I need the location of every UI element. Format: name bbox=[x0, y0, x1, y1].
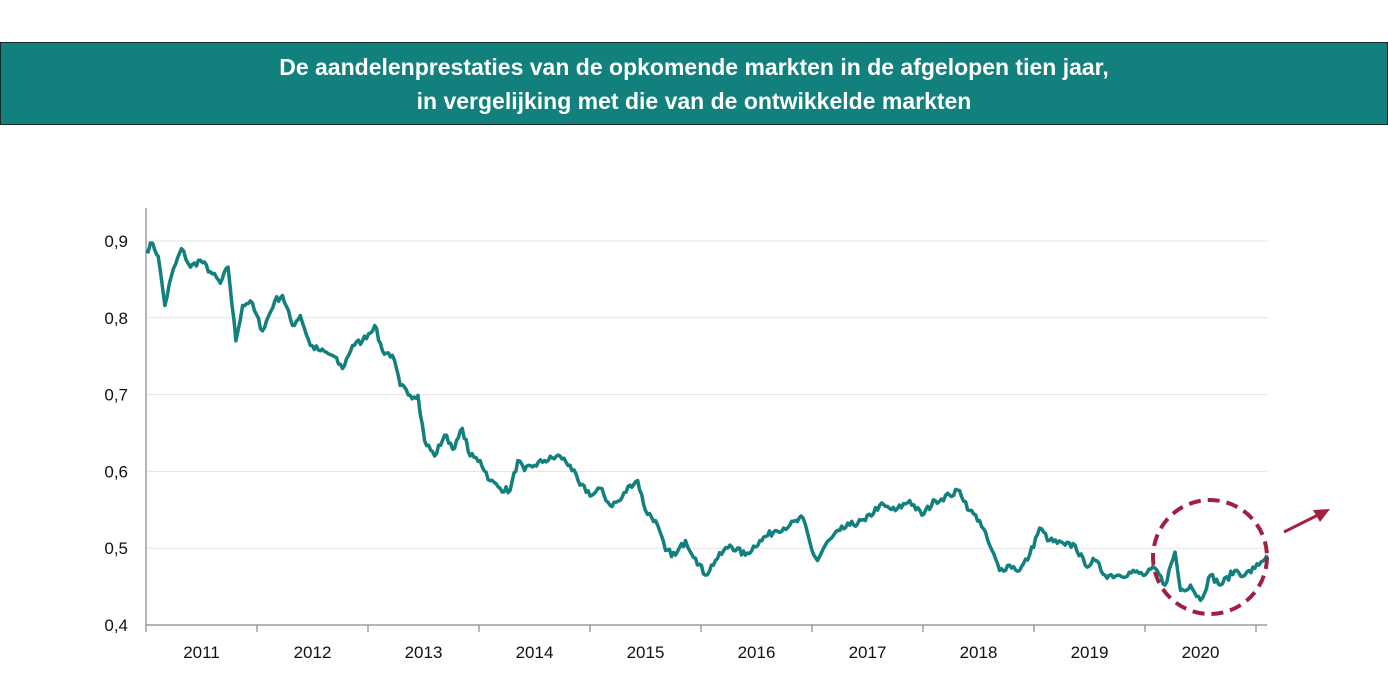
y-tick-label: 0,8 bbox=[104, 309, 128, 328]
x-tick-label: 2011 bbox=[183, 643, 220, 662]
trend-arrow-shaft bbox=[1283, 513, 1319, 534]
x-tick-label: 2020 bbox=[1182, 643, 1220, 662]
y-tick-label: 0,5 bbox=[104, 539, 128, 558]
trend-arrow-head-icon bbox=[1313, 509, 1330, 522]
y-tick-label: 0,9 bbox=[104, 232, 128, 251]
y-tick-label: 0,6 bbox=[104, 462, 128, 481]
x-tick-label: 2018 bbox=[960, 643, 998, 662]
chart-title-line-1: De aandelenprestaties van de opkomende m… bbox=[279, 53, 1109, 80]
x-tick-label: 2014 bbox=[516, 643, 554, 662]
y-tick-label: 0,7 bbox=[104, 386, 128, 405]
x-tick-label: 2019 bbox=[1071, 643, 1109, 662]
x-tick-label: 2015 bbox=[627, 643, 665, 662]
chart-title-line-2: in vergelijking met die van de ontwikkel… bbox=[416, 87, 972, 114]
x-tick-label: 2012 bbox=[294, 643, 332, 662]
highlight-circle bbox=[1151, 498, 1269, 616]
x-tick-label: 2013 bbox=[405, 643, 443, 662]
chart-title-banner: De aandelenprestaties van de opkomende m… bbox=[0, 42, 1388, 125]
x-tick-label: 2016 bbox=[738, 643, 776, 662]
x-tick-label: 2017 bbox=[849, 643, 887, 662]
y-tick-label: 0,4 bbox=[104, 616, 128, 635]
series-line bbox=[145, 241, 1269, 603]
